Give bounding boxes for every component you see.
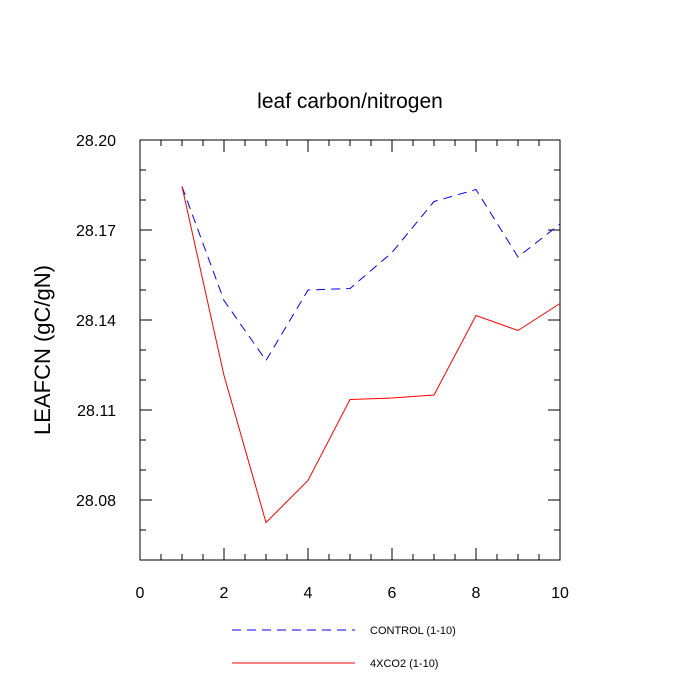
y-tick-label: 28.08 (76, 493, 116, 510)
x-tick-label: 10 (551, 585, 569, 602)
legend-label-control: CONTROL (1-10) (370, 625, 456, 637)
series-line-4xco2 (181, 186, 561, 524)
x-tick-label: 8 (472, 585, 481, 602)
axis-ticks: 0 2 4 6 8 10 28.08 28.11 28.14 28.17 28.20 (76, 133, 569, 602)
y-tick-label: 28.20 (76, 133, 116, 150)
x-tick-label: 6 (388, 585, 397, 602)
legend: CONTROL (1-10) 4XCO2 (1-10) (232, 625, 456, 670)
chart-title: leaf carbon/nitrogen (257, 90, 443, 113)
y-tick-label: 28.14 (76, 313, 116, 330)
y-tick-label: 28.11 (77, 403, 116, 420)
y-axis-label: LEAFCN (gC/gN) (30, 265, 55, 435)
series-layer (181, 186, 561, 524)
series-line-control (181, 186, 561, 362)
x-tick-label: 4 (304, 585, 313, 602)
y-tick-label: 28.17 (76, 223, 116, 240)
plot-frame (139, 139, 561, 561)
x-tick-label: 2 (220, 585, 229, 602)
x-tick-label: 0 (136, 585, 145, 602)
legend-label-4xco2: 4XCO2 (1-10) (370, 658, 438, 670)
